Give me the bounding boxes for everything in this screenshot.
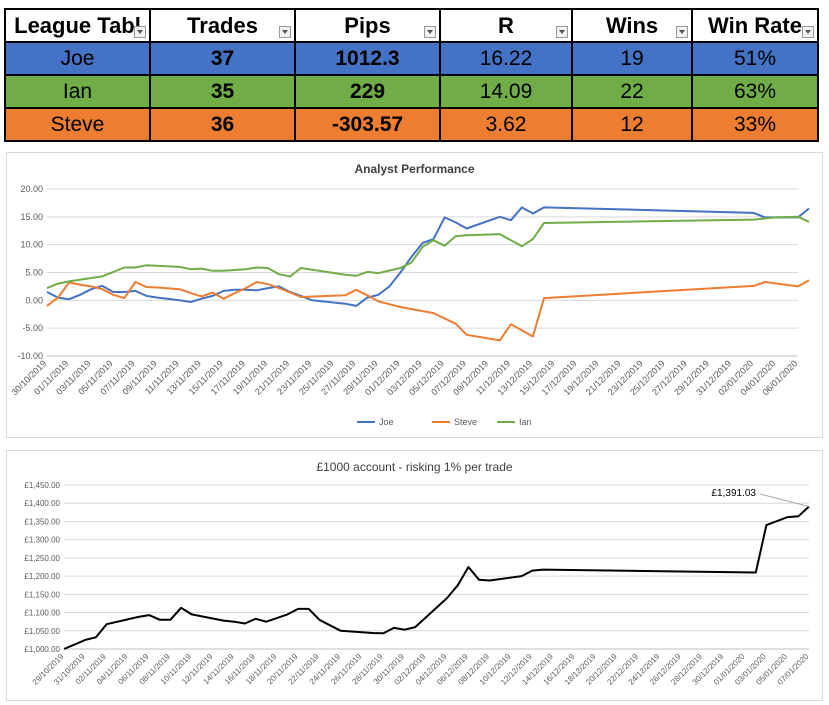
league-header-row: League Tabl Trades Pips R Wins Win Rate <box>4 8 819 43</box>
y-tick-label: £1,300.00 <box>24 536 60 545</box>
annotation-leader-line <box>759 493 810 507</box>
series-line-ian <box>46 215 810 290</box>
header-label: Win Rate <box>708 12 802 38</box>
y-tick-label: -10.00 <box>17 351 43 361</box>
table-row: Steve 36 -303.57 3.62 12 33% <box>4 107 819 142</box>
legend-item-joe: Joe <box>357 417 394 427</box>
y-tick-label: £1,150.00 <box>24 590 60 599</box>
header-wins: Wins <box>571 8 693 43</box>
r-cell: 14.09 <box>439 74 573 109</box>
trades-cell: 37 <box>149 41 296 76</box>
y-tick-label: £1,400.00 <box>24 499 60 508</box>
y-tick-label: £1,450.00 <box>24 481 60 490</box>
header-league-table: League Tabl <box>4 8 151 43</box>
r-cell: 16.22 <box>439 41 573 76</box>
header-pips: Pips <box>294 8 441 43</box>
y-tick-label: £1,250.00 <box>24 554 60 563</box>
table-row: Joe 37 1012.3 16.22 19 51% <box>4 41 819 76</box>
filter-dropdown-icon[interactable] <box>424 26 436 38</box>
account-balance-svg: £1000 account - risking 1% per trade £1,4… <box>24 460 810 687</box>
win-rate-cell: 51% <box>691 41 819 76</box>
account-balance-chart[interactable]: £1000 account - risking 1% per trade £1,4… <box>6 450 823 701</box>
y-tick-label: £1,000.00 <box>24 645 60 654</box>
final-balance-label: £1,391.03 <box>712 488 757 499</box>
series-line-steve <box>46 279 810 342</box>
trades-cell: 35 <box>149 74 296 109</box>
y-tick-label: 5.00 <box>25 268 43 278</box>
analyst-performance-chart[interactable]: Analyst Performance 20.00 15.00 10.00 5.00 0.… <box>6 152 823 438</box>
pips-cell: 229 <box>294 74 441 109</box>
y-tick-label: £1,200.00 <box>24 572 60 581</box>
header-label: R <box>498 12 514 38</box>
filter-dropdown-icon[interactable] <box>134 26 146 38</box>
header-trades: Trades <box>149 8 296 43</box>
header-r: R <box>439 8 573 43</box>
series-line-joe <box>46 206 810 307</box>
y-tick-label: -5.00 <box>22 323 43 333</box>
filter-dropdown-icon[interactable] <box>279 26 291 38</box>
y-tick-label: £1,350.00 <box>24 517 60 526</box>
header-label: Wins <box>605 12 659 38</box>
y-tick-label: 10.00 <box>20 240 43 250</box>
y-tick-label: 0.00 <box>25 295 43 305</box>
league-table: League Tabl Trades Pips R Wins Win Rate … <box>4 8 819 142</box>
analyst-name: Joe <box>4 41 151 76</box>
pips-cell: 1012.3 <box>294 41 441 76</box>
analyst-name: Steve <box>4 107 151 142</box>
wins-cell: 22 <box>571 74 693 109</box>
chart-title: Analyst Performance <box>354 162 474 176</box>
series-line-balance <box>63 505 810 650</box>
analyst-name: Ian <box>4 74 151 109</box>
legend-label: Steve <box>454 417 477 427</box>
legend-item-ian: Ian <box>497 417 532 427</box>
sort-dropdown-icon[interactable] <box>556 26 568 38</box>
analyst-performance-svg: Analyst Performance 20.00 15.00 10.00 5.00 0.… <box>9 162 810 427</box>
wins-cell: 12 <box>571 107 693 142</box>
legend-label: Ian <box>519 417 532 427</box>
filter-dropdown-icon[interactable] <box>802 26 814 38</box>
y-tick-label: £1,100.00 <box>24 609 60 618</box>
y-tick-label: 20.00 <box>20 184 43 194</box>
header-label: Trades <box>187 12 258 38</box>
legend-label: Joe <box>379 417 394 427</box>
win-rate-cell: 63% <box>691 74 819 109</box>
table-row: Ian 35 229 14.09 22 63% <box>4 74 819 109</box>
wins-cell: 19 <box>571 41 693 76</box>
pips-cell: -303.57 <box>294 107 441 142</box>
header-label: Pips <box>344 12 391 38</box>
r-cell: 3.62 <box>439 107 573 142</box>
header-label: League Tabl <box>14 12 141 38</box>
filter-dropdown-icon[interactable] <box>676 26 688 38</box>
y-tick-label: 15.00 <box>20 212 43 222</box>
y-tick-label: £1,050.00 <box>24 627 60 636</box>
header-win-rate: Win Rate <box>691 8 819 43</box>
trades-cell: 36 <box>149 107 296 142</box>
win-rate-cell: 33% <box>691 107 819 142</box>
chart-title: £1000 account - risking 1% per trade <box>316 460 512 474</box>
legend-item-steve: Steve <box>432 417 477 427</box>
